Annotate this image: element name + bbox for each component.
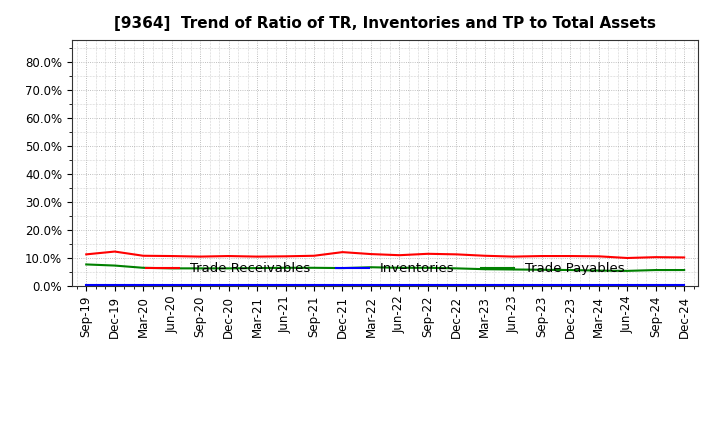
- Trade Receivables: [395, 253, 404, 258]
- Trade Payables: [652, 268, 660, 273]
- Inventories: [139, 282, 148, 288]
- Trade Receivables: [652, 254, 660, 260]
- Inventories: [423, 282, 432, 288]
- Title: [9364]  Trend of Ratio of TR, Inventories and TP to Total Assets: [9364] Trend of Ratio of TR, Inventories…: [114, 16, 656, 32]
- Inventories: [253, 282, 261, 288]
- Inventories: [310, 282, 318, 288]
- Inventories: [167, 282, 176, 288]
- Trade Receivables: [310, 253, 318, 258]
- Trade Receivables: [423, 251, 432, 257]
- Trade Receivables: [82, 252, 91, 257]
- Inventories: [595, 282, 603, 288]
- Trade Receivables: [623, 255, 631, 260]
- Trade Receivables: [338, 249, 347, 255]
- Inventories: [110, 282, 119, 288]
- Inventories: [680, 282, 688, 288]
- Inventories: [282, 282, 290, 288]
- Trade Receivables: [452, 252, 461, 257]
- Trade Payables: [167, 266, 176, 271]
- Trade Payables: [139, 265, 148, 271]
- Trade Receivables: [225, 253, 233, 259]
- Trade Receivables: [680, 255, 688, 260]
- Trade Payables: [452, 266, 461, 271]
- Inventories: [338, 282, 347, 288]
- Trade Receivables: [167, 253, 176, 259]
- Trade Payables: [196, 266, 204, 271]
- Trade Receivables: [537, 253, 546, 259]
- Trade Payables: [253, 265, 261, 271]
- Trade Receivables: [139, 253, 148, 258]
- Trade Payables: [480, 267, 489, 272]
- Trade Payables: [110, 263, 119, 268]
- Trade Receivables: [566, 253, 575, 259]
- Trade Payables: [282, 265, 290, 271]
- Trade Payables: [82, 262, 91, 267]
- Inventories: [623, 282, 631, 288]
- Trade Receivables: [509, 254, 518, 259]
- Inventories: [566, 282, 575, 288]
- Trade Payables: [537, 267, 546, 272]
- Trade Receivables: [366, 251, 375, 257]
- Trade Payables: [225, 266, 233, 271]
- Inventories: [452, 282, 461, 288]
- Inventories: [225, 282, 233, 288]
- Inventories: [509, 282, 518, 288]
- Legend: Trade Receivables, Inventories, Trade Payables: Trade Receivables, Inventories, Trade Pa…: [140, 256, 631, 282]
- Inventories: [196, 282, 204, 288]
- Inventories: [537, 282, 546, 288]
- Trade Receivables: [480, 253, 489, 258]
- Line: Trade Payables: Trade Payables: [86, 264, 684, 271]
- Trade Payables: [509, 267, 518, 272]
- Inventories: [82, 282, 91, 288]
- Trade Payables: [366, 264, 375, 270]
- Trade Payables: [310, 265, 318, 271]
- Inventories: [395, 282, 404, 288]
- Trade Payables: [680, 268, 688, 273]
- Trade Receivables: [595, 254, 603, 259]
- Trade Receivables: [110, 249, 119, 254]
- Trade Receivables: [196, 254, 204, 259]
- Inventories: [652, 282, 660, 288]
- Trade Payables: [623, 268, 631, 274]
- Trade Receivables: [282, 254, 290, 259]
- Trade Payables: [566, 268, 575, 273]
- Trade Payables: [395, 265, 404, 271]
- Trade Payables: [338, 265, 347, 271]
- Line: Trade Receivables: Trade Receivables: [86, 252, 684, 258]
- Inventories: [480, 282, 489, 288]
- Trade Payables: [423, 265, 432, 271]
- Trade Receivables: [253, 254, 261, 259]
- Trade Payables: [595, 268, 603, 273]
- Inventories: [366, 282, 375, 288]
